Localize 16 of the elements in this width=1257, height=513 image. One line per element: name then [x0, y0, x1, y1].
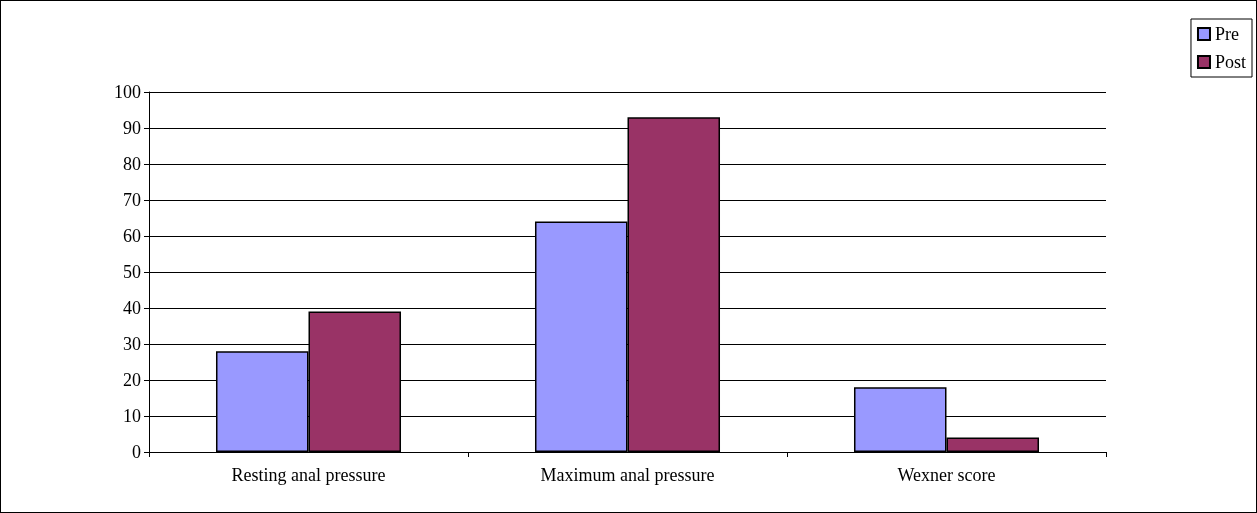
legend-label: Pre: [1214, 24, 1239, 44]
x-tick-label: Maximum anal pressure: [540, 465, 715, 485]
y-tick-label: 90: [123, 118, 141, 138]
y-tick-label: 40: [123, 298, 141, 318]
y-tick-label: 100: [114, 82, 141, 102]
y-tick-label: 70: [123, 190, 141, 210]
y-tick-label: 30: [123, 334, 141, 354]
y-tick-label: 0: [132, 442, 141, 462]
x-tick-label: Wexner score: [897, 465, 996, 485]
y-tick-label: 20: [123, 370, 141, 390]
y-tick-label: 50: [123, 262, 141, 282]
y-tick-label: 60: [123, 226, 141, 246]
legend-label: Post: [1214, 52, 1247, 72]
y-tick-label: 10: [123, 406, 141, 426]
y-tick-label: 80: [123, 154, 141, 174]
x-tick-label: Resting anal pressure: [231, 465, 386, 485]
